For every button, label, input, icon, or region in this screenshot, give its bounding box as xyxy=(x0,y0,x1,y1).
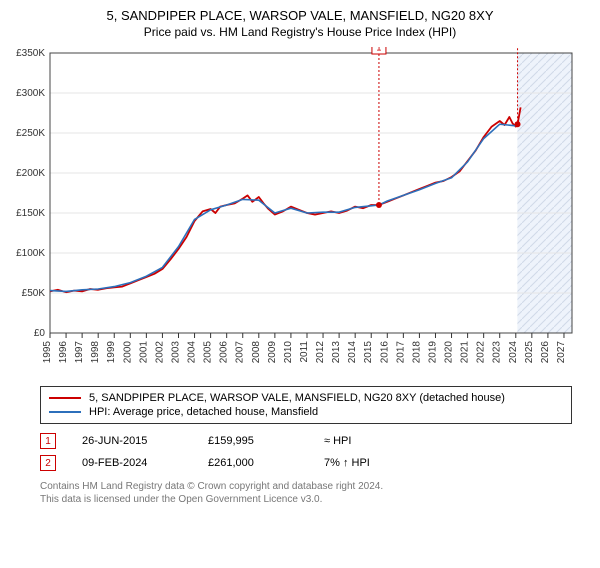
svg-text:1: 1 xyxy=(376,47,381,53)
price-chart: £0 £50K £100K £150K £200K £250K £300K £350K 1995… xyxy=(10,47,590,377)
chart-title-main: 5, SANDPIPER PLACE, WARSOP VALE, MANSFIE… xyxy=(0,8,600,23)
footer-line-2: This data is licensed under the Open Gov… xyxy=(40,493,572,506)
svg-text:2027: 2027 xyxy=(556,341,567,364)
svg-text:£100K: £100K xyxy=(16,248,45,259)
svg-text:2016: 2016 xyxy=(379,341,390,364)
svg-text:2012: 2012 xyxy=(315,341,326,364)
svg-text:1996: 1996 xyxy=(58,341,69,364)
svg-text:1995: 1995 xyxy=(42,341,53,364)
sale-badge: 2 xyxy=(40,455,56,471)
svg-text:1999: 1999 xyxy=(106,341,117,364)
svg-text:£200K: £200K xyxy=(16,168,45,179)
svg-text:£250K: £250K xyxy=(16,128,45,139)
svg-text:2006: 2006 xyxy=(219,341,230,364)
chart-title-sub: Price paid vs. HM Land Registry's House … xyxy=(0,25,600,39)
svg-text:1998: 1998 xyxy=(90,341,101,364)
footer-line-1: Contains HM Land Registry data © Crown c… xyxy=(40,480,572,493)
svg-text:£0: £0 xyxy=(34,328,46,339)
svg-text:2007: 2007 xyxy=(235,341,246,364)
legend-label: 5, SANDPIPER PLACE, WARSOP VALE, MANSFIE… xyxy=(89,392,505,404)
svg-text:2010: 2010 xyxy=(283,341,294,364)
legend-item: HPI: Average price, detached house, Mans… xyxy=(49,405,563,419)
svg-text:2008: 2008 xyxy=(251,341,262,364)
footer-attribution: Contains HM Land Registry data © Crown c… xyxy=(40,480,572,506)
svg-text:2018: 2018 xyxy=(411,341,422,364)
svg-text:£300K: £300K xyxy=(16,88,45,99)
sale-relative: ≈ HPI xyxy=(324,435,414,447)
svg-text:2002: 2002 xyxy=(154,341,165,364)
svg-text:2004: 2004 xyxy=(187,341,198,364)
sale-row: 2 09-FEB-2024 £261,000 7% ↑ HPI xyxy=(40,452,572,474)
svg-text:2020: 2020 xyxy=(444,341,455,364)
chart-container: £0 £50K £100K £150K £200K £250K £300K £350K 1995… xyxy=(10,47,590,380)
sale-price: £159,995 xyxy=(208,435,298,447)
svg-text:2003: 2003 xyxy=(170,341,181,364)
legend-item: 5, SANDPIPER PLACE, WARSOP VALE, MANSFIE… xyxy=(49,391,563,405)
svg-text:2000: 2000 xyxy=(122,341,133,364)
svg-text:2015: 2015 xyxy=(363,341,374,364)
legend: 5, SANDPIPER PLACE, WARSOP VALE, MANSFIE… xyxy=(40,386,572,424)
sales-table: 1 26-JUN-2015 £159,995 ≈ HPI 2 09-FEB-2024 £26… xyxy=(40,430,572,474)
svg-text:2022: 2022 xyxy=(476,341,487,364)
svg-text:2001: 2001 xyxy=(138,341,149,364)
sale-relative: 7% ↑ HPI xyxy=(324,457,414,469)
svg-text:1997: 1997 xyxy=(74,341,85,364)
legend-label: HPI: Average price, detached house, Mans… xyxy=(89,406,318,418)
sale-row: 1 26-JUN-2015 £159,995 ≈ HPI xyxy=(40,430,572,452)
svg-text:2021: 2021 xyxy=(460,341,471,364)
svg-text:2009: 2009 xyxy=(267,341,278,364)
svg-text:2013: 2013 xyxy=(331,341,342,364)
sale-date: 26-JUN-2015 xyxy=(82,435,182,447)
svg-text:2023: 2023 xyxy=(492,341,503,364)
svg-text:2017: 2017 xyxy=(395,341,406,364)
svg-text:2011: 2011 xyxy=(299,341,310,363)
sale-price: £261,000 xyxy=(208,457,298,469)
sale-badge: 1 xyxy=(40,433,56,449)
svg-text:£50K: £50K xyxy=(22,288,46,299)
svg-text:2019: 2019 xyxy=(427,341,438,364)
svg-text:2026: 2026 xyxy=(540,341,551,364)
svg-text:2025: 2025 xyxy=(524,341,535,364)
svg-text:£150K: £150K xyxy=(16,208,45,219)
svg-text:2005: 2005 xyxy=(203,341,214,364)
svg-text:2024: 2024 xyxy=(508,341,519,364)
legend-swatch xyxy=(49,397,81,399)
svg-text:£350K: £350K xyxy=(16,48,45,59)
legend-swatch xyxy=(49,411,81,413)
svg-text:2014: 2014 xyxy=(347,341,358,364)
sale-date: 09-FEB-2024 xyxy=(82,457,182,469)
